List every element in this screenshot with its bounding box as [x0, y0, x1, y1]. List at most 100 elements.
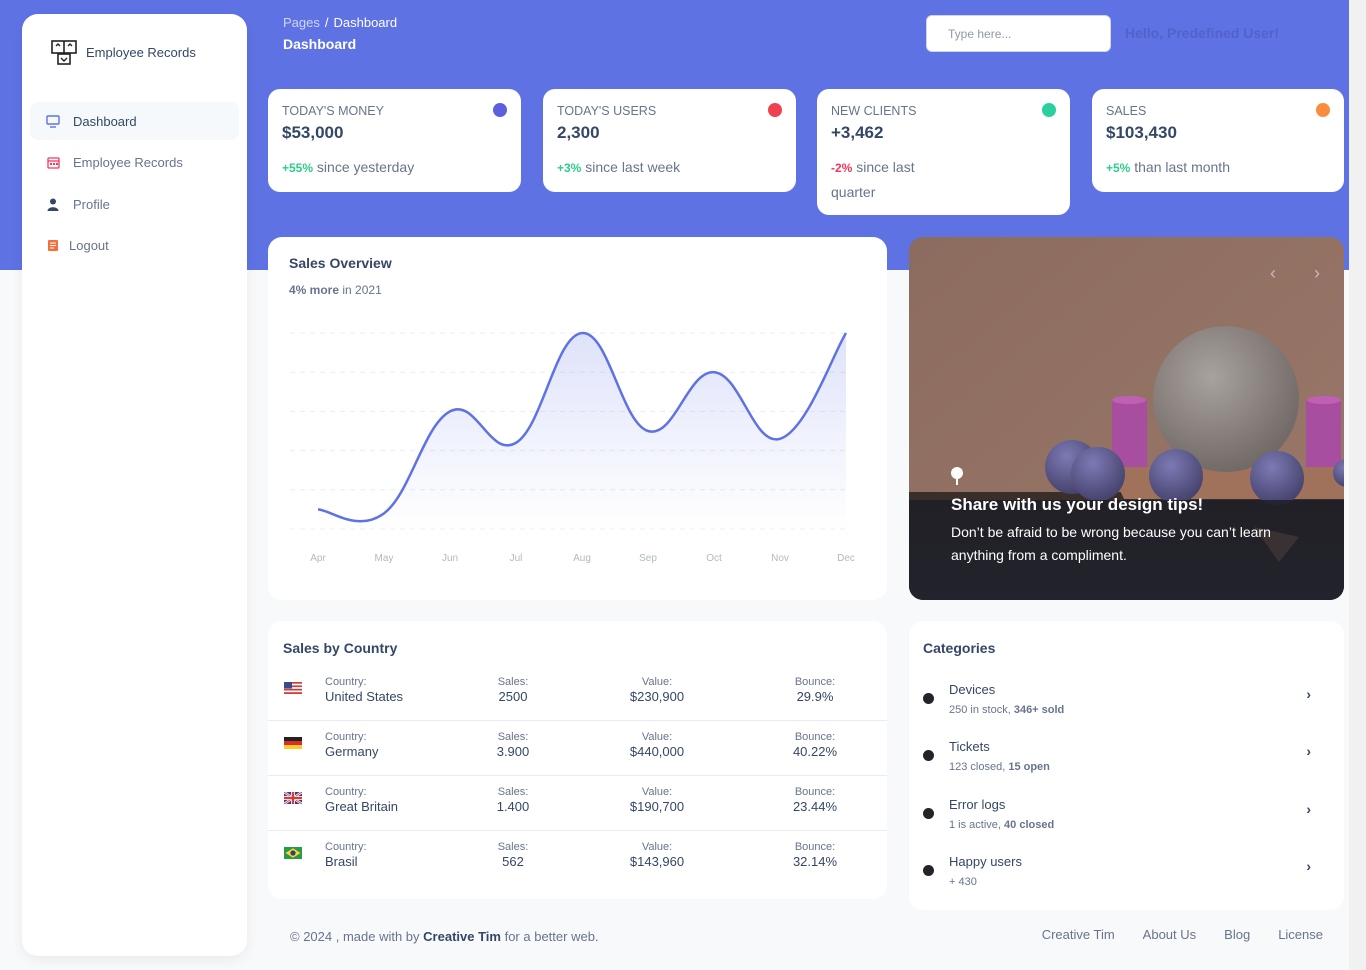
stat-value: $103,430 [1106, 123, 1177, 142]
chevron-right-icon[interactable]: › [1306, 858, 1311, 874]
calendar-icon [46, 156, 60, 170]
category-name: Error logs [949, 797, 1006, 812]
page-title: Dashboard [283, 36, 357, 52]
cell-value: $143,960 [629, 854, 685, 869]
stat-dot-icon [1042, 103, 1056, 117]
cell-label: Sales: [497, 786, 529, 798]
chart-series-line [317, 331, 848, 523]
footer-link-about-us[interactable]: About Us [1142, 927, 1197, 942]
chevron-right-icon[interactable]: › [1306, 686, 1311, 702]
footer-links: Creative Tim About Us Blog License [1042, 927, 1323, 942]
cell-label: Bounce: [794, 786, 836, 798]
breadcrumb-root[interactable]: Pages [283, 15, 320, 30]
list-item[interactable]: Error logs 1 is active, 40 closed › [923, 797, 1331, 847]
cell-value: $440,000 [629, 744, 685, 759]
chart-x-tick-label: Jun [442, 553, 458, 564]
stat-card-sales: Sales $103,430 +5% than last month [1092, 89, 1344, 192]
stat-card-users: Today's Users 2,300 +3% since last week [543, 89, 796, 192]
page-scrollbar[interactable] [1349, 0, 1366, 970]
footer-link-blog[interactable]: Blog [1224, 927, 1251, 942]
list-item[interactable]: Devices 250 in stock, 346+ sold › [923, 682, 1331, 732]
sidebar: Employee Records Dashboard Employee Reco… [22, 14, 247, 956]
carousel-prev-button[interactable]: ‹ [1270, 263, 1276, 283]
cell-country: Country: Great Britain [325, 786, 398, 814]
stat-note-text: since last week [585, 159, 681, 175]
cell-label: Value: [641, 676, 673, 688]
stat-note: +55% since yesterday [282, 155, 507, 180]
breadcrumb-separator: / [324, 15, 329, 30]
stat-note-text: since last quarter [831, 159, 915, 200]
footer-link-license[interactable]: License [1278, 927, 1323, 942]
chart-x-tick-label: Aug [573, 553, 591, 564]
table-row[interactable]: Country: Great Britain Sales: 1.400 Value:… [268, 776, 887, 831]
carousel-text: Don’t be afraid to be wrong because you … [951, 524, 1271, 563]
cell-country: Country: Brasil [325, 841, 367, 869]
cell-label: Value: [641, 841, 673, 853]
footer-tail: for a better web. [504, 929, 599, 944]
cell-sales: Sales: 2500 [478, 676, 548, 704]
list-item[interactable]: Happy users + 430 › [923, 854, 1331, 904]
cell-label: Value: [641, 731, 673, 743]
stat-value: 2,300 [557, 123, 600, 142]
chevron-right-icon[interactable]: › [1306, 801, 1311, 817]
sidebar-item-employee-records[interactable]: Employee Records [30, 144, 239, 182]
category-desc: 250 in stock, 346+ sold [949, 704, 1064, 716]
cell-label: Bounce: [794, 841, 836, 853]
cell-value: $230,900 [629, 689, 685, 704]
stat-note-text: since yesterday [316, 159, 415, 175]
sidebar-item-dashboard[interactable]: Dashboard [30, 102, 239, 140]
sidebar-item-profile[interactable]: Profile [30, 185, 239, 223]
sidebar-nav: Dashboard Employee Records Profile Logou… [30, 102, 239, 268]
footer-author-link[interactable]: Creative Tim [423, 929, 501, 944]
footer-copyright: © 2024 , made with by Creative Tim for a… [290, 929, 599, 944]
category-desc-b: 346+ sold [1013, 704, 1065, 716]
stat-card-money: Today's Money $53,000 +55% since yesterd… [268, 89, 521, 192]
cell-label: Sales: [497, 841, 529, 853]
list-item[interactable]: Tickets 123 closed, 15 open › [923, 739, 1331, 789]
design-tips-carousel[interactable]: ‹ › Share with us your design tips! Don’… [909, 237, 1344, 600]
sidebar-item-logout[interactable]: Logout [30, 227, 239, 265]
chart-x-tick-label: Jul [510, 553, 523, 564]
stat-note-text: than last month [1134, 159, 1230, 175]
cell-label: Sales: [497, 676, 529, 688]
category-desc-b: 15 open [1008, 761, 1050, 773]
cell-label: Country: [325, 841, 367, 853]
table-row[interactable]: Country: Brasil Sales: 562 Value: $143,960 … [268, 831, 887, 886]
category-desc-a: 123 closed, [949, 761, 1009, 773]
cell-label: Bounce: [794, 731, 836, 743]
footer-link-creative-tim[interactable]: Creative Tim [1041, 927, 1115, 942]
table-row[interactable]: Country: United States Sales: 2500 Value: $… [268, 666, 887, 721]
cell-value: Value: $230,900 [612, 676, 702, 704]
chevron-right-icon[interactable]: › [1306, 743, 1311, 759]
sidebar-item-label: Profile [73, 196, 110, 212]
bullet-icon [923, 865, 934, 876]
card-title: Sales by Country [283, 640, 398, 656]
chart-subtitle: 4% more in 2021 [289, 283, 382, 297]
cell-bounce: Bounce: 23.44% [775, 786, 855, 814]
br-flag-icon [284, 847, 302, 859]
stat-card-clients: New Clients +3,462 -2% since last quarte… [817, 89, 1070, 215]
stat-label: Today's Money [282, 104, 384, 118]
sidebar-item-label: Dashboard [73, 113, 137, 129]
org-chart-logo-icon [51, 40, 77, 65]
cell-value: 32.14% [792, 854, 838, 869]
stat-note: +3% since last week [557, 155, 782, 180]
brand-name: Employee Records [86, 44, 196, 60]
category-name: Happy users [949, 854, 1022, 869]
search-input[interactable] [926, 15, 1111, 52]
carousel-next-button[interactable]: › [1314, 263, 1320, 283]
table-row[interactable]: Country: Germany Sales: 3.900 Value: $440,0… [268, 721, 887, 776]
cell-value: 23.44% [792, 799, 838, 814]
cell-value: Brasil [325, 854, 358, 869]
cell-label: Country: [325, 731, 367, 743]
stat-change: +5% [1106, 161, 1131, 175]
cell-sales: Sales: 562 [478, 841, 548, 869]
cell-bounce: Bounce: 40.22% [775, 731, 855, 759]
stat-dot-icon [768, 103, 782, 117]
monitor-icon [46, 114, 60, 128]
brand[interactable]: Employee Records [50, 38, 196, 66]
user-greeting: Hello, Predefined User! [1125, 25, 1280, 41]
cell-bounce: Bounce: 32.14% [775, 841, 855, 869]
cell-value: 40.22% [792, 744, 838, 759]
category-desc-a: 250 in stock, [949, 704, 1014, 716]
